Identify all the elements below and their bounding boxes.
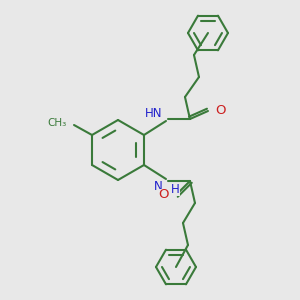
Text: N: N <box>154 180 163 193</box>
Text: O: O <box>158 188 169 202</box>
Text: CH₃: CH₃ <box>48 118 67 128</box>
Text: O: O <box>215 104 226 118</box>
Text: H: H <box>171 183 180 196</box>
Text: HN: HN <box>145 107 162 120</box>
